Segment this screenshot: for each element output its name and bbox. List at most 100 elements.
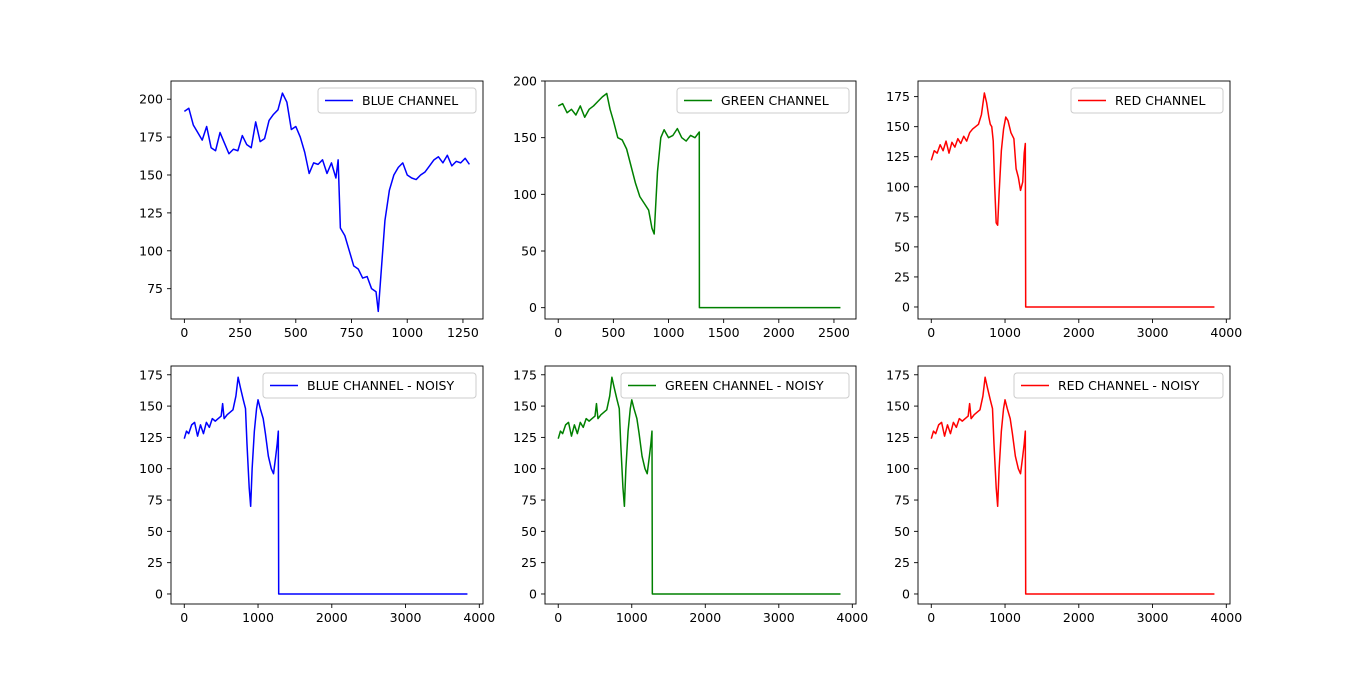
y-tick-label: 25 — [894, 555, 910, 570]
legend-label: RED CHANNEL - NOISY — [1058, 378, 1200, 393]
y-tick-label: 75 — [147, 493, 163, 508]
x-tick-label: 1000 — [616, 610, 648, 625]
x-tick-label: 4000 — [463, 610, 495, 625]
x-tick-label: 0 — [554, 610, 562, 625]
y-tick-label: 175 — [886, 89, 910, 104]
legend-box — [1070, 87, 1224, 114]
y-tick-label: 100 — [513, 461, 537, 476]
series-line — [930, 376, 1215, 595]
x-tick-label: 1000 — [989, 610, 1021, 625]
axes-frame — [544, 80, 857, 320]
y-tick-label: 25 — [521, 555, 537, 570]
y-tick-label: 0 — [529, 300, 537, 315]
series-line — [557, 92, 841, 309]
legend-label: BLUE CHANNEL — [362, 93, 458, 108]
x-tick-label: 750 — [340, 325, 364, 340]
x-tick-label: 1500 — [708, 325, 740, 340]
y-tick-label: 75 — [894, 493, 910, 508]
legend-label: GREEN CHANNEL - NOISY — [665, 378, 824, 393]
x-tick-label: 1250 — [447, 325, 479, 340]
x-tick-label: 2000 — [763, 325, 795, 340]
x-tick-label: 2000 — [1063, 610, 1095, 625]
series-line — [183, 376, 468, 595]
y-tick-label: 75 — [894, 209, 910, 224]
y-tick-label: 150 — [139, 399, 163, 414]
y-tick-label: 175 — [139, 130, 163, 145]
legend-box — [676, 87, 850, 114]
legend-box — [620, 372, 850, 399]
y-tick-label: 100 — [886, 461, 910, 476]
y-tick-label: 75 — [521, 493, 537, 508]
y-tick-label: 125 — [513, 430, 537, 445]
x-tick-label: 2500 — [818, 325, 850, 340]
x-tick-label: 3000 — [1137, 325, 1169, 340]
axes-frame — [170, 80, 484, 320]
y-tick-label: 100 — [139, 461, 163, 476]
y-tick-label: 25 — [147, 555, 163, 570]
y-tick-label: 100 — [513, 187, 537, 202]
y-tick-label: 200 — [139, 92, 163, 107]
x-tick-label: 500 — [601, 325, 625, 340]
x-tick-label: 500 — [284, 325, 308, 340]
subplot-2: 0 500 1000 1500 2000 2500 0 50 100 150 200 GREEN CH… — [513, 74, 857, 340]
x-tick-label: 4000 — [836, 610, 868, 625]
y-tick-label: 175 — [886, 367, 910, 382]
legend: GREEN CHANNEL - NOISY — [620, 372, 850, 399]
y-tick-label: 150 — [513, 399, 537, 414]
y-tick-label: 125 — [886, 149, 910, 164]
y-tick-label: 150 — [139, 167, 163, 182]
x-tick-label: 3000 — [1137, 610, 1169, 625]
axes-frame — [917, 80, 1231, 320]
y-tick-label: 0 — [902, 299, 910, 314]
legend: BLUE CHANNEL — [317, 87, 477, 114]
x-tick-label: 250 — [228, 325, 252, 340]
y-tick-label: 150 — [886, 399, 910, 414]
axes-frame — [544, 365, 857, 605]
x-tick-label: 4000 — [1210, 610, 1242, 625]
y-tick-label: 50 — [147, 524, 163, 539]
x-tick-label: 0 — [554, 325, 562, 340]
subplot-6: 0 1000 2000 3000 4000 0 25 50 75 100 125 150 175 RED … — [886, 365, 1242, 625]
y-tick-label: 100 — [886, 179, 910, 194]
series-line — [557, 376, 841, 595]
y-tick-label: 125 — [139, 430, 163, 445]
x-tick-label: 0 — [180, 610, 188, 625]
axes-frame — [917, 365, 1231, 605]
x-tick-label: 0 — [927, 325, 935, 340]
y-tick-label: 0 — [529, 586, 537, 601]
legend: RED CHANNEL - NOISY — [1013, 372, 1224, 399]
y-tick-label: 100 — [139, 243, 163, 258]
y-tick-label: 50 — [894, 239, 910, 254]
y-tick-label: 0 — [902, 586, 910, 601]
y-tick-label: 150 — [513, 130, 537, 145]
y-tick-label: 150 — [886, 119, 910, 134]
x-tick-label: 1000 — [989, 325, 1021, 340]
y-tick-label: 25 — [894, 269, 910, 284]
y-tick-label: 125 — [139, 205, 163, 220]
y-tick-label: 50 — [521, 524, 537, 539]
x-tick-label: 3000 — [763, 610, 795, 625]
axes-frame — [170, 365, 484, 605]
legend-label: RED CHANNEL — [1115, 93, 1205, 108]
y-tick-label: 175 — [513, 367, 537, 382]
legend: RED CHANNEL — [1070, 87, 1224, 114]
series-line — [183, 92, 471, 313]
y-tick-label: 50 — [894, 524, 910, 539]
x-tick-label: 1000 — [242, 610, 274, 625]
y-tick-label: 75 — [147, 281, 163, 296]
y-tick-label: 125 — [886, 430, 910, 445]
subplot-3: 0 1000 2000 3000 4000 0 25 50 75 100 125 150 175 RED … — [886, 80, 1242, 340]
y-tick-label: 0 — [155, 586, 163, 601]
x-tick-label: 4000 — [1210, 325, 1242, 340]
subplot-1: 0 250 500 750 1000 1250 75 100 125 150 175 200 BLUE … — [139, 80, 484, 340]
legend-box — [262, 372, 477, 399]
subplot-5: 0 1000 2000 3000 4000 0 25 50 75 100 125 150 175 GREE… — [513, 365, 868, 625]
y-tick-label: 200 — [513, 74, 537, 89]
legend-label: BLUE CHANNEL - NOISY — [307, 378, 454, 393]
legend-label: GREEN CHANNEL — [721, 93, 829, 108]
x-tick-label: 1000 — [653, 325, 685, 340]
legend: BLUE CHANNEL - NOISY — [262, 372, 477, 399]
subplot-4: 0 1000 2000 3000 4000 0 25 50 75 100 125 150 175 BLUE… — [139, 365, 495, 625]
x-tick-label: 3000 — [390, 610, 422, 625]
x-tick-label: 2000 — [316, 610, 348, 625]
